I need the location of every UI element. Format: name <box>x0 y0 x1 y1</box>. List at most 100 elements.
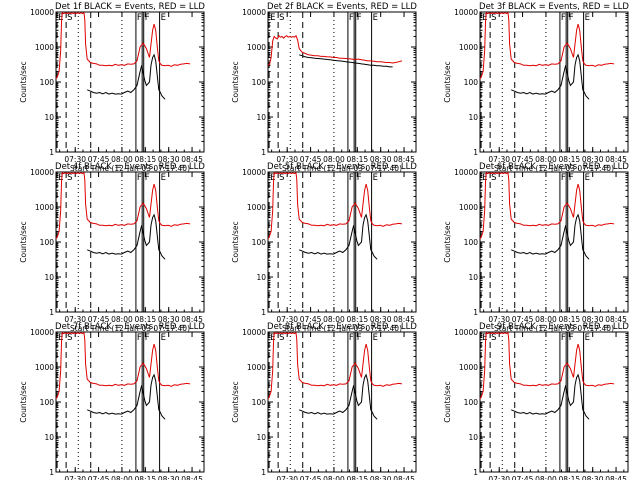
y-tick-label: 1000 <box>459 203 478 212</box>
chart-panel-9: Det 9f BLACK = Events, RED = LLD 1 10 100 10… <box>443 322 629 480</box>
x-tick-label: 08:30 <box>582 315 604 324</box>
event-marker-label: F <box>357 333 362 343</box>
x-tick-label: 07:30 <box>276 315 298 324</box>
chart-panel-1: Det 1f BLACK = Events, RED = LLD 1 10 100 10… <box>19 2 205 173</box>
event-marker-label: F <box>569 13 574 23</box>
lld-series-line <box>267 34 403 66</box>
event-marker-label: F <box>137 173 142 183</box>
x-tick-label: 08:45 <box>605 315 627 324</box>
x-tick-label: 08:45 <box>393 155 415 164</box>
event-marker-label: S <box>491 13 496 23</box>
y-tick-label: 10000 <box>30 8 54 17</box>
panel-title: Det 5f BLACK = Events, RED = LLD <box>267 162 417 172</box>
x-tick-label: 08:15 <box>347 475 369 480</box>
event-marker-label: E <box>58 333 63 343</box>
event-marker-label: S <box>491 333 496 343</box>
x-tick-label: 08:15 <box>559 155 581 164</box>
x-tick-label: 07:45 <box>88 155 110 164</box>
event-marker-label: F <box>349 173 354 183</box>
x-tick-label: 08:45 <box>605 155 627 164</box>
event-marker-label: E <box>58 173 63 183</box>
event-marker-label: E <box>161 13 166 23</box>
event-marker-label: F <box>145 333 150 343</box>
event-marker-label: F <box>569 333 574 343</box>
x-tick-label: 07:30 <box>488 155 510 164</box>
x-tick-label: 07:30 <box>488 315 510 324</box>
y-tick-label: 10 <box>256 113 266 122</box>
x-tick-label: 08:00 <box>535 315 557 324</box>
y-tick-label: 100 <box>464 78 479 87</box>
y-tick-label: 1 <box>473 148 478 157</box>
x-tick-label: 08:00 <box>535 475 557 480</box>
event-marker-label: E <box>373 333 378 343</box>
y-tick-label: 100 <box>40 398 55 407</box>
chart-panel-7: Det 7f BLACK = Events, RED = LLD 1 10 100 10… <box>19 322 205 480</box>
y-tick-label: 1000 <box>247 203 266 212</box>
y-axis-label: Counts/sec <box>19 221 28 262</box>
y-tick-label: 1000 <box>247 43 266 52</box>
x-tick-label: 07:45 <box>300 475 322 480</box>
events-series-line <box>511 213 590 260</box>
x-tick-label: 08:30 <box>370 315 392 324</box>
y-axis-label: Counts/sec <box>443 61 452 102</box>
chart-panel-8: Det 8f BLACK = Events, RED = LLD 1 10 100 10… <box>231 322 417 480</box>
x-tick-label: 08:30 <box>158 155 180 164</box>
event-marker-label: E <box>482 13 487 23</box>
events-series-line <box>87 213 166 260</box>
panel-title: Det 9f BLACK = Events, RED = LLD <box>479 322 629 332</box>
events-series-line <box>87 373 166 420</box>
y-tick-label: 1000 <box>35 43 54 52</box>
event-marker-label: E <box>482 173 487 183</box>
event-marker-label: E <box>270 333 275 343</box>
event-marker-label: S <box>279 13 284 23</box>
chart-panel-5: Det 5f BLACK = Events, RED = LLD 1 10 100 10… <box>231 162 417 333</box>
event-marker-label: E <box>270 173 275 183</box>
chart-panel-3: Det 3f BLACK = Events, RED = LLD 1 10 100 10… <box>443 2 629 173</box>
x-tick-label: 08:15 <box>135 475 157 480</box>
lld-series-line <box>55 12 191 80</box>
x-tick-label: 08:45 <box>393 315 415 324</box>
x-axis-label: Start Time (12-Jun-03 07:17:40) <box>494 164 614 173</box>
panel-title: Det 7f BLACK = Events, RED = LLD <box>55 322 205 332</box>
x-tick-label: 08:00 <box>323 315 345 324</box>
panel-title: Det 2f BLACK = Events, RED = LLD <box>267 2 417 12</box>
y-tick-label: 1 <box>261 468 266 477</box>
x-tick-label: 07:45 <box>300 155 322 164</box>
x-tick-label: 07:45 <box>512 315 534 324</box>
y-tick-label: 100 <box>252 78 267 87</box>
x-tick-label: 08:30 <box>582 155 604 164</box>
y-tick-label: 10000 <box>30 328 54 337</box>
x-tick-label: 08:15 <box>559 475 581 480</box>
x-tick-label: 08:15 <box>135 155 157 164</box>
event-marker-label: F <box>137 13 142 23</box>
y-tick-label: 10 <box>256 433 266 442</box>
event-marker-label: F <box>357 173 362 183</box>
y-axis-label: Counts/sec <box>19 381 28 422</box>
event-marker-label: E <box>161 333 166 343</box>
y-axis-label: Counts/sec <box>231 381 240 422</box>
x-tick-label: 07:30 <box>276 475 298 480</box>
event-marker-label: S <box>67 173 72 183</box>
event-marker-label: E <box>270 13 275 23</box>
event-marker-label: E <box>585 333 590 343</box>
events-series-line <box>299 373 378 420</box>
y-tick-label: 1000 <box>247 363 266 372</box>
lld-series-line <box>479 12 615 80</box>
y-tick-label: 1 <box>49 468 54 477</box>
x-tick-label: 07:30 <box>64 315 86 324</box>
x-tick-label: 08:45 <box>181 155 203 164</box>
y-tick-label: 10 <box>468 273 478 282</box>
lld-series-line <box>55 172 191 240</box>
y-tick-label: 100 <box>464 238 479 247</box>
y-tick-label: 10 <box>44 433 54 442</box>
event-marker-label: F <box>349 13 354 23</box>
x-tick-label: 07:30 <box>64 155 86 164</box>
event-marker-label: F <box>145 173 150 183</box>
y-tick-label: 100 <box>252 238 267 247</box>
x-tick-label: 07:45 <box>88 475 110 480</box>
x-tick-label: 08:00 <box>111 475 133 480</box>
y-tick-label: 10 <box>44 273 54 282</box>
events-series-line <box>511 53 590 100</box>
event-marker-label: S <box>279 333 284 343</box>
